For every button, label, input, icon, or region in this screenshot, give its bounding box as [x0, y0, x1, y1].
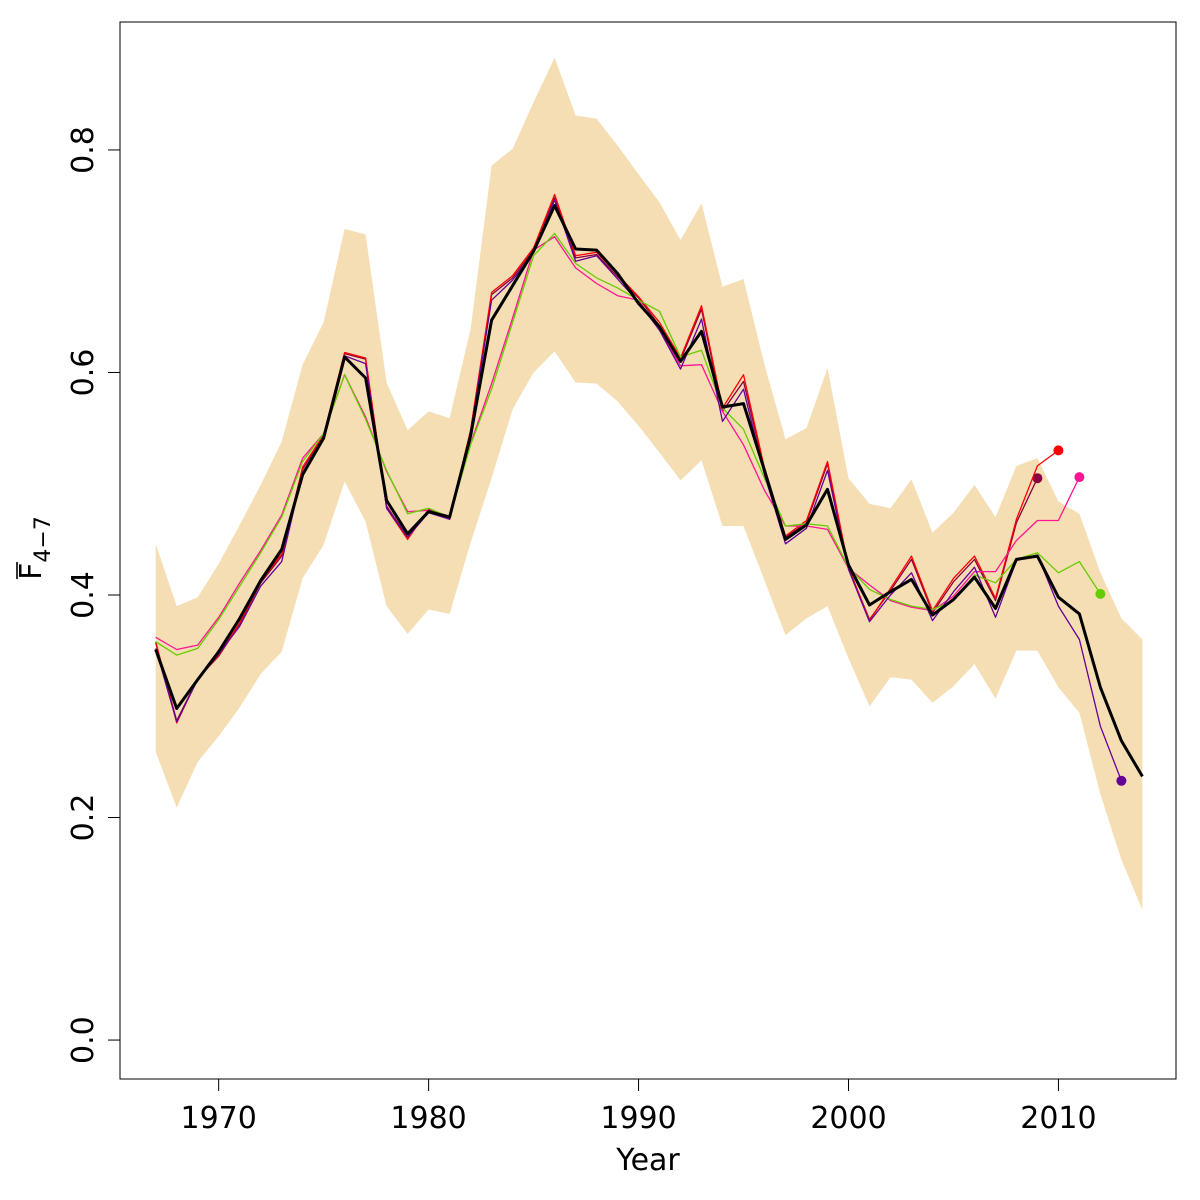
x-tick-label: 1990	[600, 1101, 676, 1136]
x-axis: 1970 1980 1990 2000 2010	[180, 1078, 1097, 1136]
y-tick-label: 0.2	[66, 794, 101, 842]
y-axis: 0.0 0.2 0.4 0.6 0.8	[66, 126, 121, 1064]
y-tick-label: 0.4	[66, 571, 101, 619]
y-axis-title: F4−7	[14, 516, 56, 580]
y-tick-label: 0.0	[66, 1016, 101, 1064]
series-end-marker-4	[1095, 588, 1106, 599]
series-end-marker-3	[1074, 472, 1085, 483]
x-tick-label: 2000	[810, 1101, 886, 1136]
y-tick-label: 0.8	[66, 126, 101, 174]
series-end-marker-1	[1032, 473, 1043, 484]
x-tick-label: 2010	[1020, 1101, 1096, 1136]
y-axis-title-main: F	[14, 563, 49, 580]
x-tick-label: 1970	[180, 1101, 256, 1136]
x-axis-title: Year	[615, 1143, 680, 1178]
series-end-marker-2	[1053, 445, 1064, 456]
y-axis-title-subscript: 4−7	[31, 516, 56, 562]
series-end-marker-5	[1116, 775, 1127, 786]
series-line-0	[154, 204, 1144, 778]
confidence-band-layer	[155, 57, 1143, 910]
series-layer	[154, 193, 1144, 786]
y-tick-label: 0.6	[66, 349, 101, 397]
confidence-band	[155, 57, 1143, 910]
series-line-3	[155, 236, 1080, 651]
x-tick-label: 1980	[390, 1101, 466, 1136]
svg-text:F4−7: F4−7	[14, 516, 56, 580]
